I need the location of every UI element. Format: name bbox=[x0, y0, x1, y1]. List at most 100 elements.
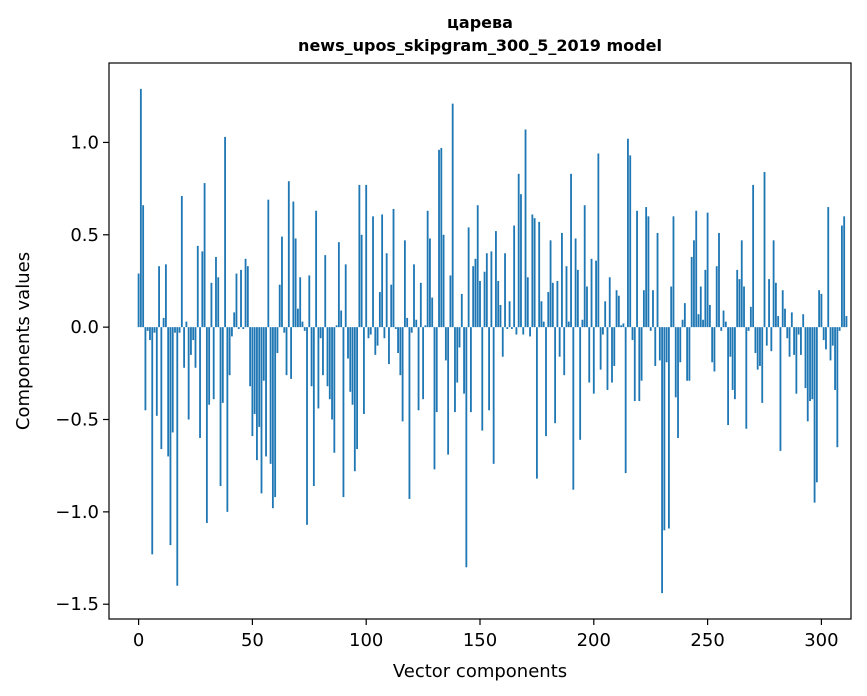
bar-271 bbox=[754, 327, 757, 354]
x-tick-label: 250 bbox=[690, 630, 724, 651]
bar-162 bbox=[506, 327, 509, 329]
bar-13 bbox=[167, 327, 170, 457]
bar-305 bbox=[831, 327, 834, 346]
bar-274 bbox=[761, 327, 764, 403]
bar-209 bbox=[613, 327, 616, 366]
bar-244 bbox=[693, 240, 695, 328]
bar-68 bbox=[292, 201, 295, 328]
bar-196 bbox=[583, 205, 586, 328]
bar-161 bbox=[504, 253, 506, 328]
bar-34 bbox=[215, 256, 217, 328]
bar-18 bbox=[178, 327, 181, 333]
bar-37 bbox=[221, 327, 224, 403]
bar-311 bbox=[845, 316, 848, 328]
bar-278 bbox=[770, 327, 773, 352]
bar-83 bbox=[326, 327, 329, 387]
bar-91 bbox=[344, 264, 347, 328]
bar-257 bbox=[722, 310, 725, 328]
bar-176 bbox=[538, 221, 541, 328]
bar-24 bbox=[192, 327, 195, 341]
bar-221 bbox=[640, 327, 643, 381]
bar-143 bbox=[463, 327, 465, 394]
bar-101 bbox=[367, 327, 370, 339]
bar-172 bbox=[529, 327, 531, 337]
bar-31 bbox=[208, 327, 211, 405]
bar-243 bbox=[690, 256, 693, 328]
bar-309 bbox=[840, 225, 843, 328]
bar-236 bbox=[674, 327, 677, 398]
bar-64 bbox=[283, 327, 286, 333]
bar-277 bbox=[768, 279, 770, 328]
bar-114 bbox=[397, 327, 399, 354]
bar-240 bbox=[683, 303, 686, 328]
bar-157 bbox=[495, 231, 497, 328]
bar-127 bbox=[426, 210, 429, 328]
bar-52 bbox=[256, 327, 258, 461]
bar-132 bbox=[438, 149, 440, 328]
y-axis: −1.5 −1.0 −0.5 0.0 0.5 1.0 bbox=[55, 132, 109, 615]
bar-213 bbox=[622, 323, 625, 328]
bar-10 bbox=[160, 327, 163, 450]
bar-28 bbox=[201, 251, 204, 328]
bar-150 bbox=[479, 280, 481, 328]
bar-27 bbox=[199, 327, 201, 438]
bar-154 bbox=[488, 327, 491, 411]
bar-302 bbox=[825, 327, 827, 350]
bar-54 bbox=[260, 327, 263, 494]
bar-79 bbox=[317, 327, 320, 409]
bar-36 bbox=[219, 327, 222, 487]
bar-43 bbox=[235, 273, 238, 328]
bar-256 bbox=[720, 327, 723, 331]
bar-242 bbox=[688, 327, 691, 381]
bar-103 bbox=[372, 216, 374, 328]
bar-65 bbox=[285, 327, 288, 376]
bar-82 bbox=[324, 255, 327, 328]
bar-297 bbox=[813, 327, 816, 503]
bar-9 bbox=[158, 266, 160, 328]
bar-59 bbox=[271, 327, 274, 509]
bar-215 bbox=[627, 138, 629, 328]
bar-288 bbox=[793, 327, 796, 355]
bar-185 bbox=[558, 327, 561, 357]
bar-136 bbox=[447, 327, 450, 455]
bar-126 bbox=[424, 325, 427, 328]
bar-85 bbox=[331, 327, 333, 420]
bar-35 bbox=[217, 277, 220, 328]
bar-222 bbox=[642, 290, 645, 328]
bar-115 bbox=[399, 327, 402, 376]
bar-124 bbox=[419, 282, 422, 328]
bar-93 bbox=[349, 327, 352, 392]
bar-57 bbox=[267, 199, 270, 328]
bar-224 bbox=[647, 216, 650, 328]
bar-140 bbox=[456, 327, 459, 383]
bar-40 bbox=[228, 327, 231, 376]
bar-130 bbox=[433, 327, 436, 470]
bar-270 bbox=[752, 184, 755, 328]
y-tick-label: −0.5 bbox=[55, 410, 99, 431]
bar-167 bbox=[517, 173, 520, 328]
x-axis: 0 50 100 150 200 250 300 bbox=[133, 619, 839, 651]
bar-307 bbox=[836, 327, 839, 448]
bar-197 bbox=[586, 286, 588, 328]
chart-title: царева bbox=[447, 13, 513, 32]
bar-81 bbox=[322, 327, 324, 376]
bar-77 bbox=[312, 327, 315, 487]
bar-192 bbox=[574, 238, 577, 328]
bar-41 bbox=[231, 327, 233, 337]
bar-189 bbox=[567, 321, 570, 328]
bar-38 bbox=[224, 136, 226, 328]
bar-171 bbox=[526, 277, 529, 328]
bar-308 bbox=[838, 327, 841, 331]
bar-32 bbox=[210, 282, 213, 328]
bar-60 bbox=[274, 327, 277, 498]
bar-187 bbox=[563, 327, 566, 376]
bar-292 bbox=[802, 314, 805, 328]
bar-269 bbox=[749, 306, 752, 328]
bar-153 bbox=[485, 253, 488, 328]
bar-255 bbox=[718, 232, 720, 328]
bar-245 bbox=[695, 210, 698, 328]
bar-92 bbox=[347, 327, 349, 359]
bar-220 bbox=[638, 327, 641, 402]
bar-186 bbox=[561, 232, 563, 328]
